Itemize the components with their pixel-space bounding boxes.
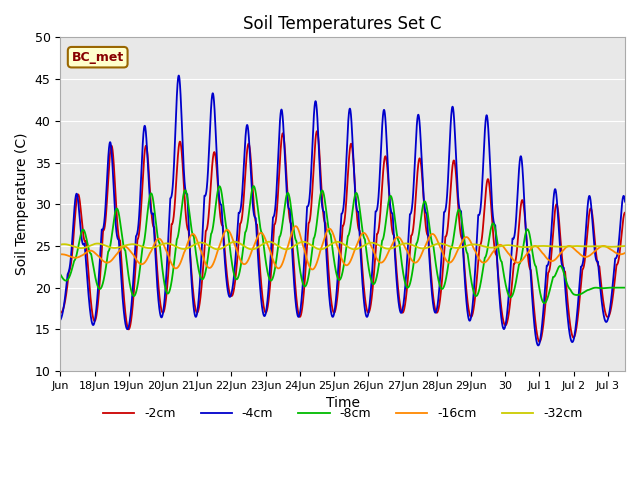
- Line: -8cm: -8cm: [60, 186, 625, 303]
- -2cm: [159, 310, 166, 316]
- -2cm: [424, 232, 431, 238]
- -16cm: [308, 266, 316, 272]
- -4cm: [56, 317, 64, 323]
- -8cm: [272, 258, 280, 264]
- -2cm: [521, 212, 529, 218]
- -4cm: [175, 72, 182, 78]
- -2cm: [478, 236, 486, 242]
- -8cm: [541, 300, 548, 306]
- -4cm: [396, 303, 403, 309]
- -16cm: [424, 237, 431, 243]
- -16cm: [521, 254, 529, 260]
- Y-axis label: Soil Temperature (C): Soil Temperature (C): [15, 133, 29, 276]
- -8cm: [250, 183, 257, 189]
- -16cm: [292, 223, 300, 229]
- Line: -16cm: -16cm: [60, 226, 625, 269]
- -2cm: [396, 295, 403, 300]
- -32cm: [521, 244, 529, 250]
- Line: -4cm: -4cm: [60, 75, 625, 346]
- -8cm: [478, 274, 486, 280]
- -32cm: [56, 242, 64, 248]
- -32cm: [396, 242, 403, 248]
- Line: -32cm: -32cm: [60, 242, 625, 249]
- -32cm: [300, 239, 307, 245]
- -16cm: [272, 264, 280, 269]
- -4cm: [521, 206, 529, 212]
- -2cm: [621, 210, 629, 216]
- -8cm: [159, 270, 166, 276]
- -32cm: [214, 246, 221, 252]
- -16cm: [621, 250, 629, 256]
- -32cm: [478, 243, 486, 249]
- -8cm: [621, 285, 629, 290]
- -16cm: [396, 235, 403, 240]
- -32cm: [159, 241, 166, 247]
- Line: -2cm: -2cm: [60, 131, 625, 342]
- -32cm: [272, 242, 280, 248]
- X-axis label: Time: Time: [326, 396, 360, 410]
- -8cm: [424, 210, 431, 216]
- -16cm: [478, 259, 486, 265]
- -32cm: [424, 245, 431, 251]
- -4cm: [621, 199, 629, 204]
- -8cm: [521, 235, 529, 240]
- -2cm: [272, 216, 280, 222]
- -8cm: [396, 239, 403, 244]
- Legend: -2cm, -4cm, -8cm, -16cm, -32cm: -2cm, -4cm, -8cm, -16cm, -32cm: [98, 402, 588, 425]
- -8cm: [56, 271, 64, 277]
- -4cm: [534, 343, 542, 348]
- -16cm: [56, 252, 64, 257]
- -2cm: [313, 128, 321, 134]
- -4cm: [159, 311, 166, 317]
- -2cm: [536, 339, 543, 345]
- -4cm: [424, 225, 431, 231]
- -4cm: [478, 190, 486, 195]
- -16cm: [159, 240, 166, 246]
- -4cm: [272, 193, 280, 199]
- -32cm: [621, 243, 629, 249]
- Text: BC_met: BC_met: [72, 51, 124, 64]
- -2cm: [56, 310, 64, 315]
- Title: Soil Temperatures Set C: Soil Temperatures Set C: [243, 15, 442, 33]
